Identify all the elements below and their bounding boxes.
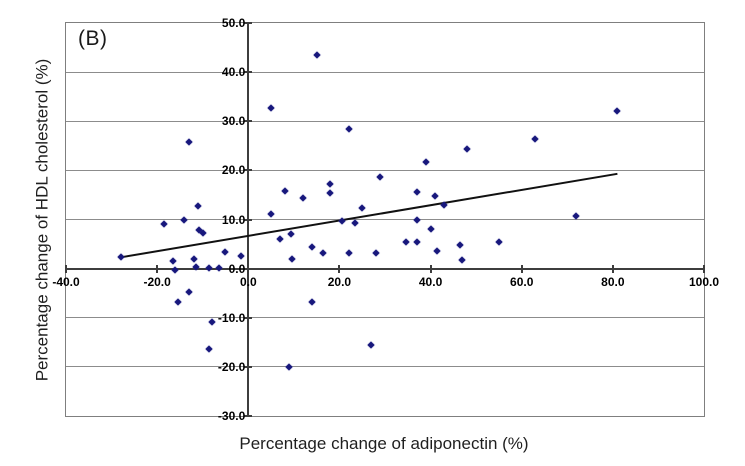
y-tick-mark [244,22,253,24]
y-tick-mark [244,365,253,368]
x-tick-label: 20.0 [327,274,352,289]
data-point [185,288,193,296]
data-point [344,249,353,257]
y-tick-mark [244,415,253,417]
data-point [287,230,295,238]
data-point [185,138,193,146]
data-point [221,248,229,256]
data-point [413,238,421,246]
y-tick-label: -10.0 [217,310,246,325]
x-tick-label: 0.0 [239,274,257,289]
x-tick-mark [65,264,67,273]
data-point [367,341,375,349]
data-point [205,345,213,353]
data-point [237,252,245,260]
data-point [358,204,366,212]
data-point [117,253,125,261]
y-tick-label: 40.0 [221,65,246,80]
data-point [401,238,410,246]
data-point [288,255,296,263]
data-point [174,298,182,306]
x-tick-mark [611,264,614,273]
gridline [66,120,704,122]
y-tick-label: 0.0 [228,261,246,276]
data-point [433,247,441,255]
gridline [66,219,704,220]
y-tick-mark [244,169,253,172]
data-point [326,189,334,197]
y-tick-label: 20.0 [221,163,246,178]
y-tick-label: -30.0 [217,409,246,423]
y-tick-label: 50.0 [221,16,246,30]
figure-label: (B) [78,27,108,50]
x-axis-line [66,267,704,270]
y-tick-label: 30.0 [221,114,246,129]
y-tick-mark [244,218,253,221]
data-point [169,257,177,265]
plot-area: (B) -40.0 -20.0 0.0 20.0 40.0 60.0 80.0 100.0 50… [52,16,719,423]
gridline [66,71,704,73]
data-point [319,249,328,257]
x-tick-label: -20.0 [143,274,171,289]
x-tick-mark [520,264,523,273]
data-point [199,229,207,237]
data-point [285,363,293,371]
x-axis-title: Percentage change of adiponectin (%) [239,434,529,453]
x-tick-mark [338,264,341,273]
data-point [613,107,621,115]
data-point [190,255,198,263]
x-tick-label: -40.0 [52,274,80,289]
data-point [208,318,216,326]
y-tick-mark [244,71,253,74]
data-point [299,194,307,202]
data-point [267,104,275,113]
data-point [281,186,289,195]
x-tick-mark [156,264,159,273]
data-point [267,210,275,218]
data-point [160,220,168,228]
data-point [422,158,430,166]
y-tick-mark [244,120,253,123]
data-point [372,249,380,257]
y-tick-label: -20.0 [217,359,246,374]
data-point [427,225,435,233]
data-point [276,235,284,243]
y-tick-mark [244,316,253,319]
data-point [194,202,202,210]
data-point [463,145,471,153]
data-point [495,238,503,246]
data-point [205,264,213,272]
data-point [456,241,464,249]
data-point [308,298,316,306]
data-point [351,219,359,227]
data-point [458,256,467,264]
x-tick-mark [703,264,705,273]
x-tick-label: 100.0 [688,274,720,289]
x-tick-label: 40.0 [418,274,443,289]
data-point [344,125,353,133]
data-point [326,180,334,188]
x-tick-label: 80.0 [601,274,625,289]
data-point [313,51,321,59]
data-point [531,135,539,143]
data-point [308,242,316,251]
data-point [376,173,384,181]
gridline [66,317,704,319]
y-tick-label: 10.0 [221,212,246,227]
data-point [180,216,189,225]
x-tick-mark [429,264,432,273]
data-point [413,216,421,225]
data-point [440,201,448,209]
data-point [413,188,421,197]
x-tick-label: 60.0 [510,274,534,289]
gridline [66,169,704,171]
y-axis-title: Percentage change of HDL cholesterol (%) [32,58,52,382]
data-point [215,264,223,272]
gridline [66,366,704,368]
data-point [431,192,439,200]
